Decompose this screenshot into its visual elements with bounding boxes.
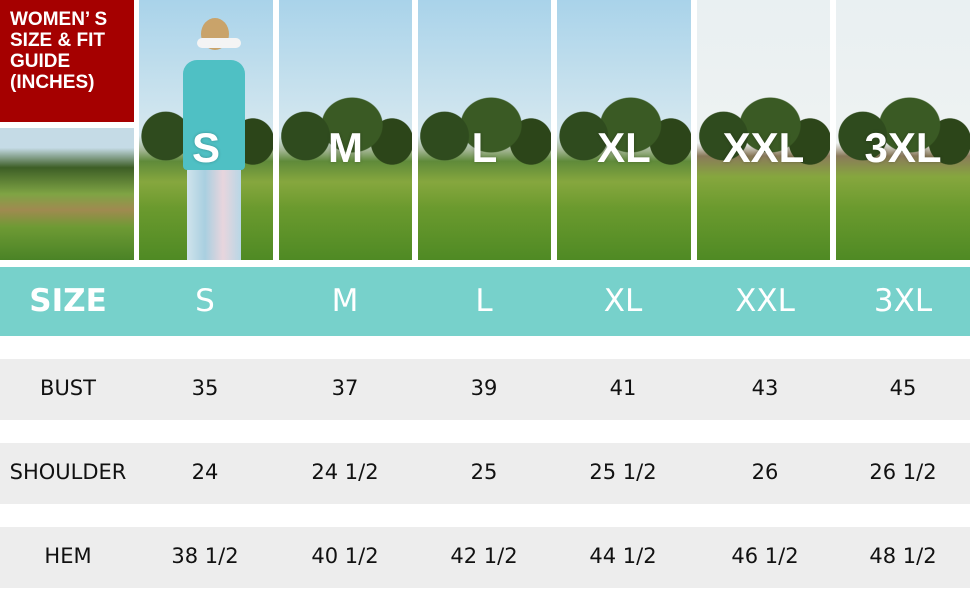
size-header-row: SIZE S M L XL XXL 3XL	[0, 267, 970, 336]
measurement-label: SHOULDER	[9, 460, 127, 484]
measurement-value: 40 1/2	[311, 544, 379, 568]
size-column-header: 3XL	[873, 283, 933, 319]
measurement-value: 26 1/2	[869, 460, 937, 484]
measurement-label: BUST	[40, 376, 96, 400]
size-column-header: XL	[603, 283, 643, 319]
measurement-value: 25 1/2	[589, 460, 657, 484]
measurement-value: 26	[751, 460, 779, 484]
photo-size-label: 3XL	[864, 124, 942, 171]
size-photo-panel: L	[418, 0, 551, 260]
golfer-image	[179, 10, 249, 260]
size-photo-panel: XL	[557, 0, 691, 260]
measurement-value: 25	[470, 460, 498, 484]
size-photo-panel: 3XL	[836, 0, 970, 260]
photo-size-label: XXL	[722, 124, 805, 171]
measurement-value: 44 1/2	[589, 544, 657, 568]
measurement-value: 24 1/2	[311, 460, 379, 484]
size-column-header: M	[331, 283, 359, 319]
measurement-value: 45	[889, 376, 917, 400]
measurement-row: HEM 38 1/2 40 1/2 42 1/2 44 1/2 46 1/2 48 1/2	[0, 527, 970, 588]
size-photo-panel: S	[139, 0, 273, 260]
trees-image	[418, 70, 551, 180]
size-photo-panel: M	[279, 0, 412, 260]
trees-image	[836, 70, 970, 180]
photo-size-label: L	[471, 124, 498, 171]
trees-image	[697, 70, 830, 180]
measurement-value: 48 1/2	[869, 544, 937, 568]
measurement-value: 39	[470, 376, 498, 400]
trees-image	[557, 70, 691, 180]
trees-image	[279, 70, 412, 180]
size-column-header: S	[195, 283, 215, 319]
measurement-value: 46 1/2	[731, 544, 799, 568]
photo-size-label: XL	[597, 124, 651, 171]
golf-course-photo	[0, 128, 134, 260]
photo-size-label: S	[191, 124, 220, 171]
measurement-value: 37	[331, 376, 359, 400]
size-photo-panel: XXL	[697, 0, 830, 260]
measurement-value: 24	[191, 460, 219, 484]
measurement-value: 43	[751, 376, 779, 400]
size-photo-strip: WOMEN’ S SIZE & FIT GUIDE (INCHES) S M L XL…	[0, 0, 970, 260]
size-column-header: L	[475, 283, 493, 319]
size-column-header: XXL	[735, 283, 795, 319]
measurement-row: SHOULDER 24 24 1/2 25 25 1/2 26 26 1/2	[0, 443, 970, 504]
measurement-row: BUST 35 37 39 41 43 45	[0, 359, 970, 420]
guide-title: WOMEN’ S SIZE & FIT GUIDE (INCHES)	[0, 0, 134, 122]
size-header-label: SIZE	[29, 283, 107, 319]
measurement-label: HEM	[44, 544, 92, 568]
measurement-value: 35	[191, 376, 219, 400]
measurement-value: 41	[609, 376, 637, 400]
measurement-value: 42 1/2	[450, 544, 518, 568]
photo-size-label: M	[328, 124, 363, 171]
measurement-value: 38 1/2	[171, 544, 239, 568]
